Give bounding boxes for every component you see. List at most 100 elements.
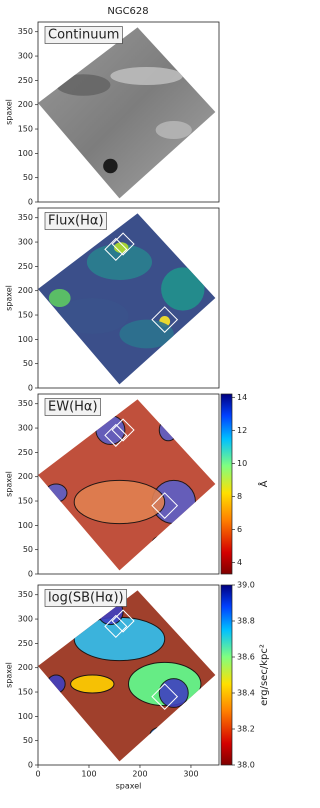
y-tick-label: 200 — [18, 663, 33, 672]
image-feature — [44, 483, 68, 503]
colorbar-tick-label: 12 — [237, 426, 247, 435]
axes-frame — [37, 393, 220, 575]
image — [38, 399, 216, 571]
y-tick-label: 350 — [18, 590, 33, 599]
colorbar-tick-label: 38.2 — [237, 725, 255, 734]
region-marker — [149, 726, 173, 750]
image-feature — [46, 674, 66, 694]
y-axis-label: spaxel — [5, 662, 14, 688]
panel-label: Flux(Hα) — [48, 214, 104, 229]
y-axis-label: spaxel — [5, 471, 14, 497]
region-marker — [104, 614, 128, 638]
region-marker — [104, 237, 128, 261]
x-tick-label: 0 — [35, 770, 40, 779]
region-marker — [151, 306, 179, 333]
y-tick-label: 100 — [18, 521, 33, 530]
y-tick-label: 100 — [18, 335, 33, 344]
region-marker — [111, 418, 135, 442]
colorbar-tick-label: 8 — [237, 492, 242, 501]
image-feature — [119, 319, 174, 349]
y-tick-label: 250 — [18, 448, 33, 457]
image-feature — [70, 674, 115, 694]
y-tick-label: 100 — [18, 712, 33, 721]
colorbar-label: erg/sec/kpc² — [259, 644, 270, 706]
image-feature — [161, 267, 205, 311]
image-background — [38, 27, 216, 199]
region-marker — [151, 683, 179, 710]
colorbar-tick-label: 38.4 — [237, 689, 255, 698]
panel-label: log(SB(Hα)) — [48, 591, 124, 606]
image-feature — [103, 158, 118, 174]
axes-frame — [37, 21, 220, 203]
y-tick-label: 200 — [18, 286, 33, 295]
panel-label: EW(Hα) — [48, 400, 98, 415]
y-tick-label: 350 — [18, 213, 33, 222]
label-box — [44, 398, 101, 416]
image-feature — [151, 535, 171, 552]
region-marker — [111, 609, 135, 633]
image — [38, 27, 216, 199]
y-tick-label: 0 — [28, 198, 33, 207]
region-marker — [104, 423, 128, 447]
image — [38, 590, 216, 762]
y-tick-label: 150 — [18, 497, 33, 506]
y-tick-label: 50 — [23, 173, 33, 182]
y-tick-label: 250 — [18, 639, 33, 648]
region-marker — [151, 492, 179, 519]
y-tick-label: 250 — [18, 76, 33, 85]
colorbar-tick-label: 39.0 — [237, 581, 255, 590]
figure: NGC628 Continuum050100150200250300350spa… — [5, 6, 271, 791]
y-tick-label: 0 — [28, 570, 33, 579]
y-axis-label: spaxel — [5, 99, 14, 125]
y-tick-label: 150 — [18, 688, 33, 697]
image-feature — [110, 67, 183, 85]
region-marker — [149, 535, 173, 559]
colorbar-tick-label: 38.0 — [237, 761, 255, 770]
colorbar-tick-label: 6 — [237, 525, 242, 534]
y-tick-label: 0 — [28, 761, 33, 770]
image-feature — [56, 74, 111, 96]
x-tick-label: 300 — [183, 770, 198, 779]
y-tick-label: 300 — [18, 424, 33, 433]
y-tick-label: 50 — [23, 359, 33, 368]
colorbar-tick-label: 38.8 — [237, 617, 255, 626]
y-tick-label: 50 — [23, 736, 33, 745]
colorbar — [220, 393, 233, 575]
y-tick-label: 150 — [18, 125, 33, 134]
y-tick-label: 200 — [18, 472, 33, 481]
region-marker — [149, 349, 173, 373]
colorbar — [220, 584, 233, 766]
x-tick-label: 100 — [81, 770, 96, 779]
y-axis-label: spaxel — [5, 285, 14, 311]
y-tick-label: 50 — [23, 545, 33, 554]
axes-frame — [37, 584, 220, 766]
image-feature — [114, 242, 129, 254]
colorbar-label: Å — [257, 480, 270, 487]
y-tick-label: 300 — [18, 52, 33, 61]
image-feature — [155, 121, 192, 139]
image-feature — [56, 298, 129, 334]
colorbar-tick-label: 38.6 — [237, 653, 255, 662]
image-feature — [157, 355, 172, 367]
colorbar-tick-label: 10 — [237, 459, 247, 468]
y-tick-label: 100 — [18, 149, 33, 158]
axes-frame — [37, 207, 220, 389]
y-tick-label: 250 — [18, 262, 33, 271]
figure-title: NGC628 — [107, 6, 148, 17]
y-tick-label: 150 — [18, 311, 33, 320]
y-tick-label: 0 — [28, 384, 33, 393]
label-box — [44, 26, 123, 44]
image-feature — [158, 418, 178, 442]
image-feature — [86, 244, 153, 280]
label-box — [44, 589, 127, 607]
image-feature — [48, 289, 71, 307]
image — [38, 213, 216, 385]
panel-label: Continuum — [48, 28, 119, 43]
image-feature — [73, 616, 166, 662]
x-axis-label: spaxel — [116, 782, 142, 791]
x-tick-label: 200 — [132, 770, 147, 779]
label-box — [44, 212, 107, 230]
y-tick-label: 300 — [18, 238, 33, 247]
y-tick-label: 350 — [18, 27, 33, 36]
y-tick-label: 200 — [18, 100, 33, 109]
